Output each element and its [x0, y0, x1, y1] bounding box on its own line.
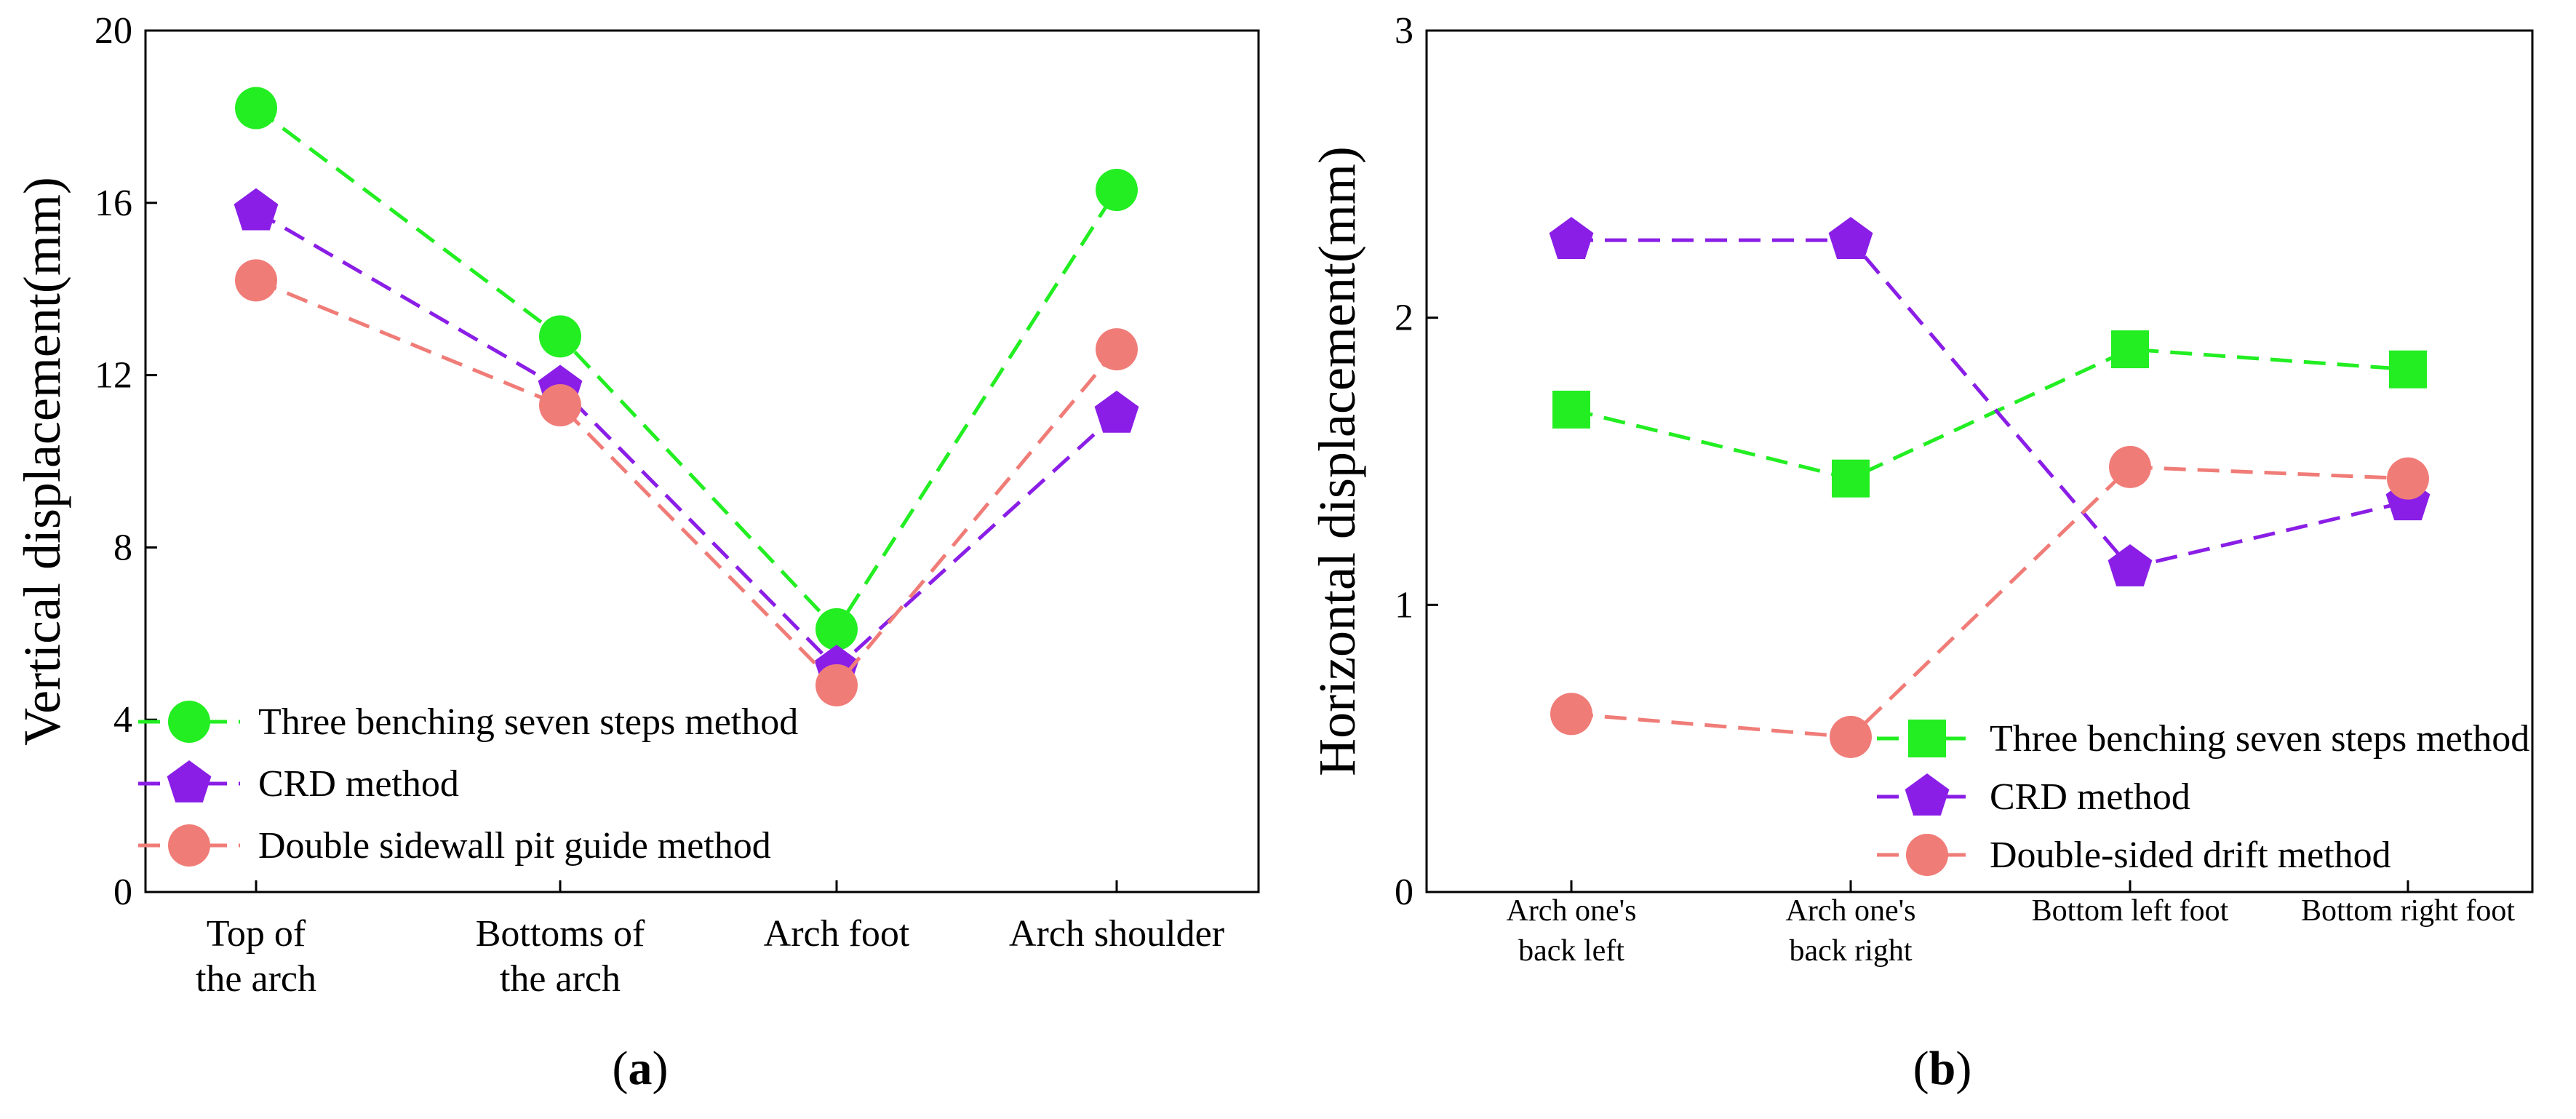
data-point-2-1: [539, 384, 581, 426]
panel-label-paren: ): [1955, 1042, 1971, 1095]
legend-marker: [1906, 834, 1948, 876]
legend-marker: [168, 701, 210, 743]
legend-marker: [1908, 720, 1946, 757]
legend-label: Three benching seven steps method: [258, 701, 798, 743]
series-line-1: [1571, 240, 2408, 568]
data-point-2-3: [1096, 328, 1138, 370]
data-point-0-3: [2389, 351, 2427, 389]
y-tick-label: 1: [1395, 584, 1413, 626]
x-tick-label-line: Bottom right foot: [2301, 894, 2515, 928]
panel-label-letter: a: [629, 1042, 653, 1095]
data-point-2-2: [816, 664, 858, 706]
data-point-2-1: [1830, 716, 1872, 758]
series-line-0: [1571, 349, 2408, 479]
y-tick-label: 0: [113, 872, 132, 913]
data-point-0-2: [816, 608, 858, 650]
y-tick-label: 8: [113, 527, 132, 568]
data-point-0-1: [1832, 460, 1870, 498]
series-line-0: [256, 108, 1117, 629]
y-tick-label: 3: [1395, 10, 1413, 52]
legend-label: Three benching seven steps method: [1990, 718, 2529, 760]
data-point-1-0: [234, 188, 279, 231]
panel-label: (a): [613, 1042, 669, 1095]
data-point-0-2: [2111, 330, 2149, 368]
data-point-2-0: [1550, 693, 1592, 735]
legend-label: CRD method: [1990, 776, 2190, 818]
panel-label-paren: (: [1913, 1042, 1929, 1095]
legend-label: Double-sided drift method: [1990, 835, 2391, 876]
data-point-1-0: [1550, 217, 1594, 259]
data-point-0-0: [1552, 391, 1590, 429]
x-tick-label-line: the arch: [196, 958, 316, 1000]
data-point-2-0: [235, 259, 277, 301]
panel-label-paren: ): [653, 1042, 669, 1095]
legend: Three benching seven steps method CRD met…: [138, 701, 798, 867]
y-tick-label: 4: [113, 699, 132, 741]
data-point-1-3: [1095, 391, 1139, 433]
y-axis-title: Vertical displacement(mm): [13, 177, 71, 746]
x-tick-label-line: Top of: [207, 913, 306, 955]
legend-marker: [1905, 773, 1950, 816]
series-line-2: [1571, 467, 2408, 737]
x-tick-label-line: the arch: [500, 958, 621, 1000]
y-tick-label: 12: [95, 355, 132, 397]
data-point-2-3: [2387, 458, 2429, 500]
panel-label: (b): [1913, 1042, 1972, 1095]
data-point-1-1: [1829, 217, 1873, 259]
x-tick-label-line: Bottoms of: [476, 913, 645, 955]
plot-frame: [1427, 31, 2532, 892]
x-tick-label: Arch shoulder: [1009, 913, 1224, 955]
x-tick-label-line: Arch shoulder: [1009, 913, 1224, 955]
y-tick-label: 2: [1395, 298, 1413, 339]
x-tick-label-line: Arch foot: [764, 913, 910, 955]
y-tick-label: 20: [95, 10, 132, 52]
x-tick-label-line: back right: [1789, 934, 1912, 968]
series-line-2: [256, 280, 1117, 685]
x-tick-label: Bottoms of the arch: [476, 913, 645, 1000]
x-tick-label-line: Arch one's: [1785, 894, 1915, 928]
legend: Three benching seven steps method CRD met…: [1877, 718, 2529, 876]
data-point-0-1: [539, 315, 581, 357]
x-tick-label: Arch one's back right: [1785, 894, 1915, 968]
legend-label: CRD method: [258, 763, 459, 805]
y-tick-label: 0: [1395, 872, 1413, 913]
x-tick-label: Bottom right foot: [2301, 894, 2515, 928]
data-point-2-2: [2109, 446, 2151, 488]
x-tick-label: Top of the arch: [196, 913, 316, 1000]
chart-panel-b: 0 1 2 3 Arch one's back left Arch one's back ri…: [1308, 10, 2532, 1095]
x-tick-label-line: Bottom left foot: [2032, 894, 2229, 928]
data-point-0-0: [235, 87, 277, 130]
x-tick-label: Arch foot: [764, 913, 910, 955]
x-tick-label-line: Arch one's: [1506, 894, 1636, 928]
x-tick-label: Bottom left foot: [2032, 894, 2229, 928]
series-line-1: [256, 212, 1117, 669]
y-tick-label: 16: [95, 183, 132, 224]
panel-label-paren: (: [613, 1042, 629, 1095]
x-tick-label: Arch one's back left: [1506, 894, 1636, 968]
legend-marker: [167, 760, 212, 803]
panel-label-letter: b: [1929, 1042, 1956, 1095]
data-point-0-3: [1096, 169, 1138, 211]
legend-marker: [168, 824, 210, 867]
legend-label: Double sidewall pit guide method: [258, 825, 771, 867]
y-axis-title: Horizontal displacement(mm): [1308, 146, 1366, 776]
x-tick-label-line: back left: [1518, 934, 1624, 968]
figure: 048121620Top of the archBottoms of the arc…: [0, 0, 2576, 1119]
